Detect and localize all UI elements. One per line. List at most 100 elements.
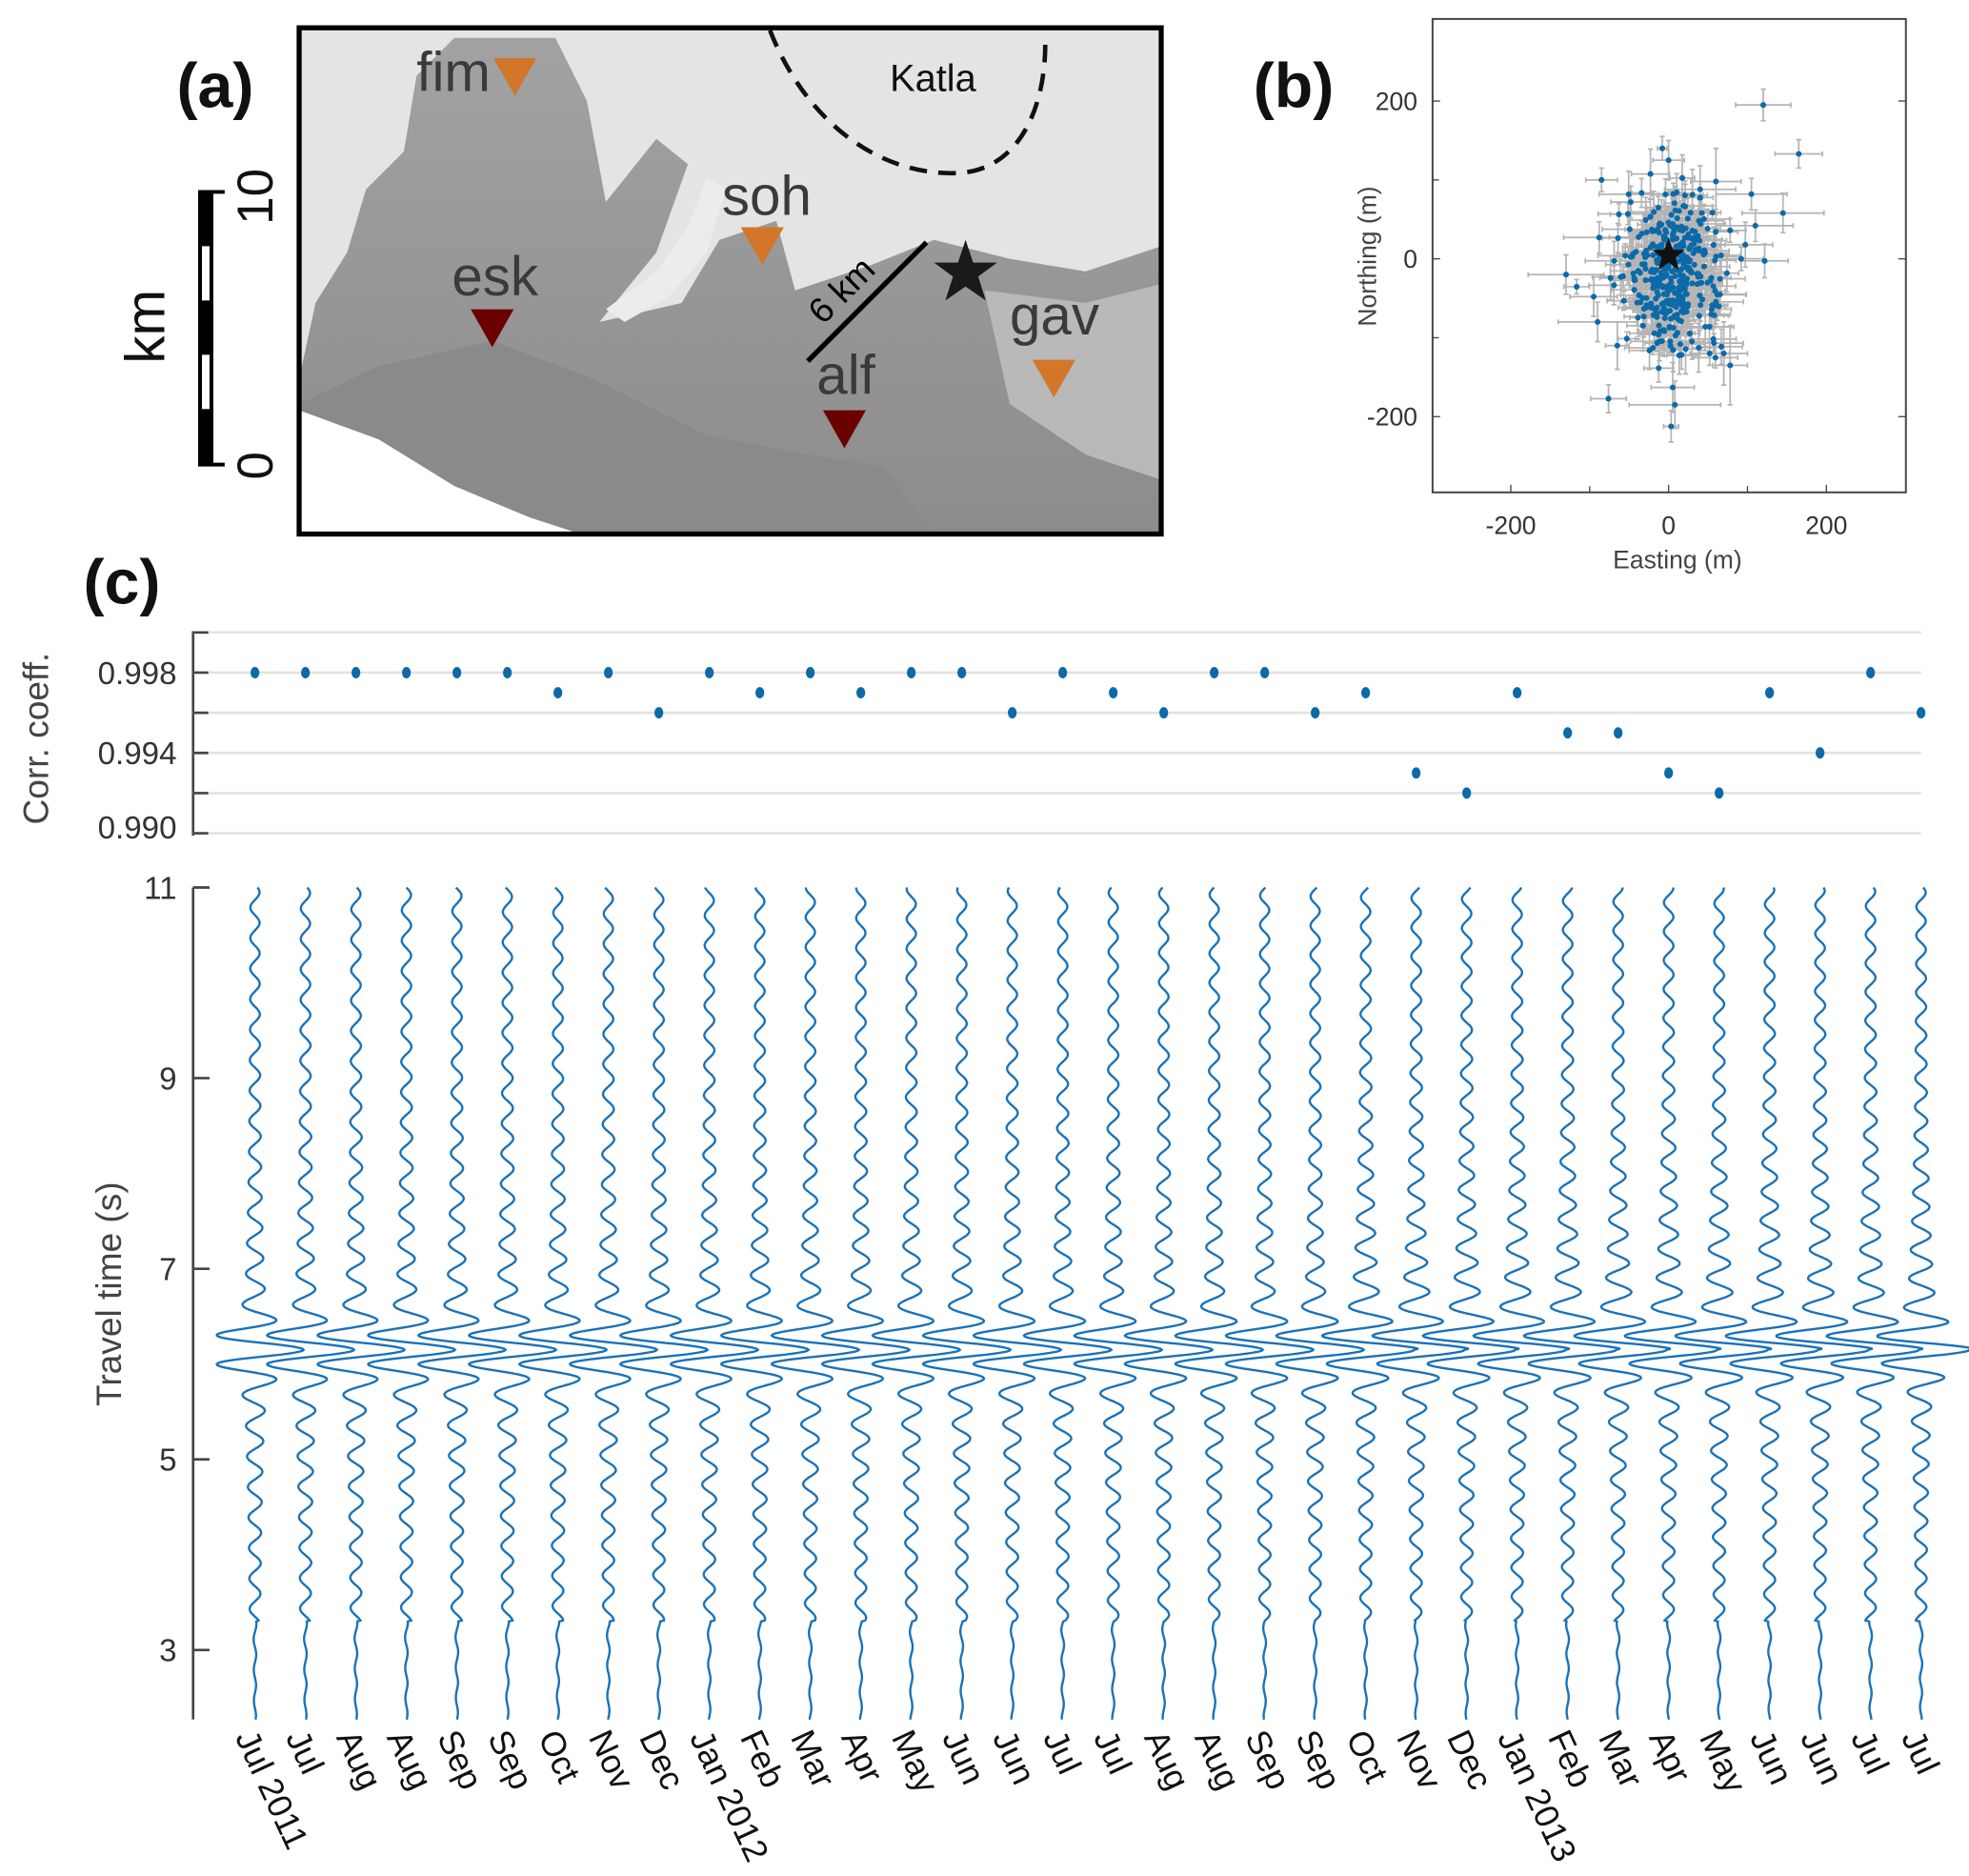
data-point [1647, 171, 1654, 177]
date-label: Dec [1439, 1725, 1499, 1796]
waveform-trace [467, 886, 558, 1721]
corr-point [1109, 687, 1118, 699]
data-point [1679, 252, 1686, 258]
corr-point [503, 667, 512, 678]
data-point [1614, 342, 1620, 349]
data-point [1656, 279, 1662, 286]
waveform-trace [1825, 886, 1924, 1720]
data-point [1738, 255, 1744, 262]
data-point [1697, 280, 1703, 287]
station-label-soh: soh [722, 165, 812, 227]
corr-tick-label: 0.998 [98, 656, 177, 692]
data-point [1689, 338, 1696, 345]
waveform-trace [1421, 886, 1520, 1720]
data-point [1647, 213, 1654, 220]
data-point [1658, 145, 1666, 151]
data-point [1691, 261, 1698, 268]
data-point [1702, 323, 1709, 331]
data-point [1704, 225, 1711, 232]
waveform-trace [820, 887, 912, 1720]
waveform-trace [1876, 886, 1969, 1720]
waveform-trace [1724, 887, 1823, 1720]
event-star-icon [934, 239, 997, 301]
date-label: Aug [379, 1725, 439, 1796]
waveform-trace [1022, 886, 1114, 1720]
data-point [1669, 221, 1677, 228]
x-tick-label: 200 [1805, 512, 1847, 540]
data-point [1668, 212, 1675, 218]
data-point [1642, 266, 1649, 272]
waveform-trace [921, 887, 1013, 1720]
corr-point [1311, 707, 1320, 719]
data-point [1596, 234, 1602, 241]
data-point [1752, 222, 1758, 229]
data-point [1670, 347, 1677, 353]
data-point [1708, 311, 1715, 317]
corr-point [251, 667, 260, 678]
corr-point [1058, 667, 1068, 678]
waveform-trace [367, 886, 457, 1721]
scale-bar: 10 0 km [114, 169, 284, 480]
data-point [1689, 228, 1696, 234]
corr-point [1260, 667, 1270, 678]
time-tick-label: 3 [159, 1634, 176, 1669]
corr-point [1664, 767, 1674, 779]
x-axis-label: Easting (m) [1613, 545, 1741, 574]
station-label-fim: fim [416, 41, 491, 103]
data-point [1716, 303, 1722, 310]
data-point [1625, 191, 1632, 197]
data-point [1637, 270, 1643, 276]
data-point [1595, 318, 1601, 325]
corr-point [1563, 727, 1573, 739]
date-label: Aug [1136, 1725, 1196, 1796]
data-point [1644, 252, 1651, 259]
data-point [1700, 252, 1707, 258]
panel-label-a: (a) [176, 51, 253, 122]
station-triangle-icon [822, 410, 866, 449]
data-point [1687, 210, 1694, 216]
data-point [1691, 234, 1698, 241]
data-point [1640, 313, 1647, 320]
data-point [1681, 203, 1689, 210]
waveform-trace [1623, 887, 1722, 1720]
station-triangle-icon [1032, 359, 1075, 398]
corr-point [1412, 767, 1421, 779]
correlation-panel: 0.990 0.994 0.998 Corr. coeff. [15, 631, 1926, 846]
data-point [1663, 291, 1670, 298]
corr-point [1614, 727, 1623, 739]
data-point [1717, 291, 1723, 297]
data-point [1759, 102, 1767, 109]
corr-point [806, 667, 815, 678]
data-point [1654, 339, 1660, 347]
waveform-trace [1674, 887, 1773, 1720]
location-scatter-panel: -200 200 0 0 200 -200 Easting (m) Northing (m… [1353, 17, 1907, 574]
y-tick-label: 0 [1403, 245, 1417, 273]
data-point [1598, 176, 1605, 183]
data-point [1642, 277, 1649, 284]
date-label: Nov [581, 1725, 641, 1796]
data-point [1562, 272, 1570, 278]
data-point [1622, 252, 1629, 259]
data-point [1669, 232, 1677, 238]
date-label: Sep [1288, 1725, 1348, 1796]
data-point [1651, 209, 1658, 215]
x-tick-label: 0 [1661, 512, 1676, 540]
corr-point [452, 667, 462, 678]
time-tick-label: 9 [159, 1062, 176, 1098]
data-point [1626, 226, 1633, 232]
y-tick-label: -200 [1367, 403, 1417, 432]
data-point [1712, 257, 1718, 264]
date-label: May [1692, 1725, 1754, 1799]
waveform-trace [669, 887, 760, 1720]
data-point [1713, 229, 1719, 235]
data-point [1620, 297, 1627, 304]
corr-point [301, 667, 311, 678]
data-point [1706, 323, 1713, 330]
reference-star-icon [1652, 238, 1685, 271]
data-point [1713, 178, 1719, 185]
data-point [1700, 263, 1708, 270]
waveform-trace [770, 887, 861, 1720]
data-point [1680, 309, 1687, 316]
